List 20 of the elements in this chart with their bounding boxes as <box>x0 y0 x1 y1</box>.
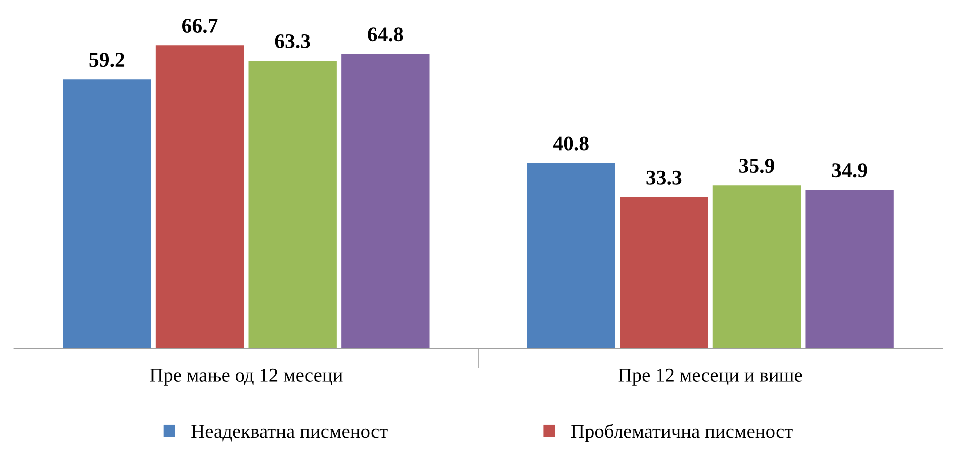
bar <box>342 54 430 349</box>
bar <box>156 46 244 349</box>
bar <box>248 61 337 349</box>
bar <box>63 80 152 349</box>
data-label: 40.8 <box>553 136 589 151</box>
data-label: 35.9 <box>740 159 774 174</box>
data-label: 34.9 <box>832 164 868 178</box>
legend-label: Проблематична писменост <box>571 424 793 442</box>
legend-label: Неадекватна писменост <box>192 425 388 442</box>
x-tick-label: Пре 12 месеци и више <box>618 368 802 386</box>
data-label: 63.3 <box>275 34 310 49</box>
data-label: 64.8 <box>368 28 404 42</box>
data-label: 33.3 <box>646 170 682 185</box>
bar <box>527 163 616 349</box>
bar <box>712 186 802 349</box>
bar <box>806 190 894 349</box>
data-label: 66.7 <box>182 19 218 34</box>
data-label: 59.2 <box>90 53 125 68</box>
bar <box>620 197 708 349</box>
x-tick-label: Пре мање од 12 месеци <box>150 368 343 386</box>
